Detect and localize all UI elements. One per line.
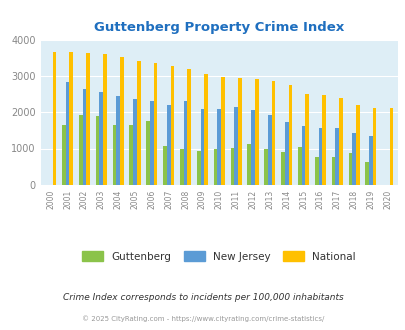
Bar bbox=[129, 125, 133, 185]
Bar bbox=[179, 148, 183, 185]
Bar bbox=[112, 125, 116, 185]
Bar bbox=[136, 61, 140, 185]
Bar bbox=[288, 84, 292, 185]
Bar bbox=[103, 54, 107, 185]
Bar bbox=[318, 128, 322, 185]
Legend: Guttenberg, New Jersey, National: Guttenberg, New Jersey, National bbox=[82, 251, 355, 262]
Bar bbox=[230, 148, 234, 185]
Bar bbox=[166, 105, 170, 185]
Bar bbox=[96, 116, 99, 185]
Bar bbox=[86, 53, 90, 185]
Bar bbox=[338, 98, 342, 185]
Bar bbox=[204, 75, 207, 185]
Bar bbox=[213, 148, 217, 185]
Bar bbox=[347, 153, 352, 185]
Bar bbox=[297, 148, 301, 185]
Bar bbox=[82, 89, 86, 185]
Bar bbox=[352, 133, 355, 185]
Bar bbox=[368, 136, 372, 185]
Bar bbox=[66, 82, 69, 185]
Bar bbox=[264, 148, 267, 185]
Bar bbox=[146, 121, 149, 185]
Bar bbox=[280, 152, 284, 185]
Bar bbox=[52, 51, 56, 185]
Bar bbox=[149, 101, 153, 185]
Text: Crime Index corresponds to incidents per 100,000 inhabitants: Crime Index corresponds to incidents per… bbox=[62, 292, 343, 302]
Bar bbox=[196, 151, 200, 185]
Bar bbox=[364, 162, 368, 185]
Bar bbox=[301, 126, 305, 185]
Bar bbox=[217, 109, 221, 185]
Bar bbox=[389, 108, 392, 185]
Bar bbox=[322, 95, 325, 185]
Bar bbox=[200, 109, 204, 185]
Bar bbox=[247, 144, 250, 185]
Bar bbox=[183, 101, 187, 185]
Bar bbox=[331, 157, 335, 185]
Bar bbox=[254, 79, 258, 185]
Bar bbox=[170, 66, 174, 185]
Bar bbox=[69, 52, 73, 185]
Bar bbox=[271, 81, 275, 185]
Bar bbox=[62, 125, 66, 185]
Bar bbox=[372, 108, 375, 185]
Bar bbox=[237, 78, 241, 185]
Title: Guttenberg Property Crime Index: Guttenberg Property Crime Index bbox=[94, 21, 343, 34]
Bar bbox=[116, 95, 120, 185]
Bar bbox=[305, 94, 308, 185]
Bar bbox=[250, 110, 254, 185]
Bar bbox=[284, 122, 288, 185]
Bar bbox=[133, 99, 136, 185]
Bar bbox=[79, 115, 82, 185]
Bar bbox=[163, 146, 166, 185]
Bar bbox=[355, 105, 359, 185]
Bar bbox=[234, 107, 237, 185]
Bar bbox=[314, 157, 318, 185]
Bar bbox=[221, 77, 224, 185]
Bar bbox=[267, 115, 271, 185]
Bar bbox=[335, 128, 338, 185]
Bar bbox=[153, 63, 157, 185]
Bar bbox=[99, 92, 103, 185]
Text: © 2025 CityRating.com - https://www.cityrating.com/crime-statistics/: © 2025 CityRating.com - https://www.city… bbox=[82, 316, 323, 322]
Bar bbox=[187, 69, 191, 185]
Bar bbox=[120, 57, 124, 185]
